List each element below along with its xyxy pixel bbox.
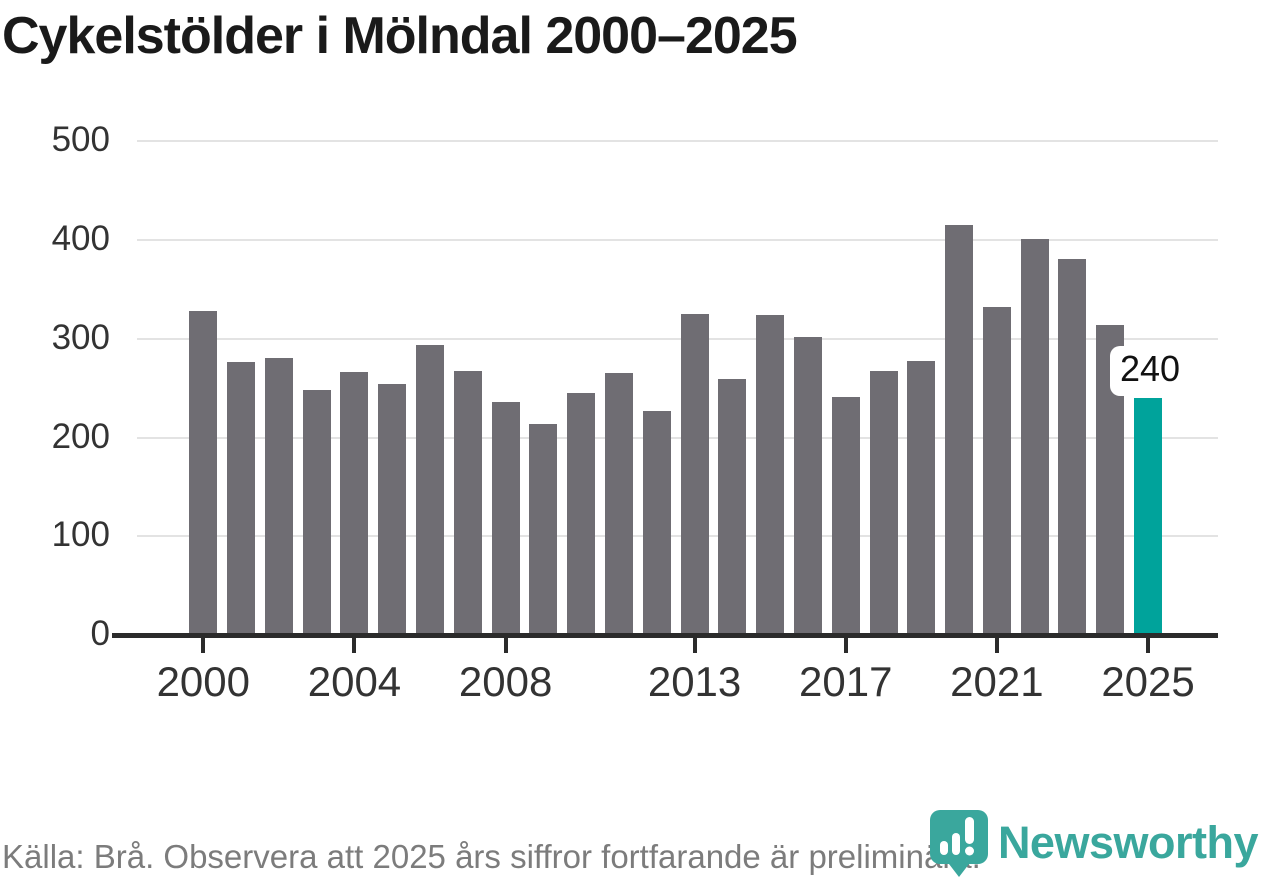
newsworthy-speech-bubble-chart-icon <box>929 809 988 877</box>
bar-2013 <box>680 314 709 635</box>
bar-2012 <box>642 410 671 635</box>
y-axis-label-100: 100 <box>51 515 110 555</box>
gridline-100 <box>137 535 1218 538</box>
bar-2019 <box>907 361 936 635</box>
source-note: Källa: Brå. Observera att 2025 års siffr… <box>2 838 981 875</box>
x-axis-label-2000: 2000 <box>156 658 251 705</box>
value-callout-2025: 240 <box>1110 346 1193 396</box>
bar-2009 <box>529 423 558 635</box>
bar-2022 <box>1020 239 1049 635</box>
bar-2015 <box>756 315 785 635</box>
x-tick-2017 <box>843 638 848 653</box>
bar-2010 <box>567 393 596 635</box>
bar-2011 <box>604 373 633 635</box>
x-axis-label-2025: 2025 <box>1101 658 1195 705</box>
bar-2000 <box>189 311 218 635</box>
gridline-500 <box>137 140 1218 143</box>
x-axis-label-2004: 2004 <box>307 658 402 705</box>
x-axis-label-2008: 2008 <box>458 658 553 705</box>
x-tick-2025 <box>1146 638 1151 653</box>
bar-2025 <box>1134 398 1163 635</box>
x-tick-2008 <box>503 638 508 653</box>
bar-2005 <box>378 384 407 635</box>
y-axis-label-400: 400 <box>51 219 110 258</box>
bar-2014 <box>718 379 747 635</box>
y-axis-label-0: 0 <box>90 614 110 653</box>
bar-2016 <box>793 336 822 635</box>
x-tick-2000 <box>201 638 206 653</box>
chart-title: Cykelstölder i Mölndal 2000–2025 <box>2 7 798 65</box>
gridline-400 <box>137 239 1218 241</box>
y-axis-label-300: 300 <box>51 317 110 357</box>
bar-2003 <box>302 390 331 635</box>
bar-2002 <box>264 357 293 635</box>
bar-2021 <box>982 307 1011 635</box>
bar-2006 <box>416 344 445 635</box>
y-axis-label-200: 200 <box>51 416 110 456</box>
bar-2023 <box>1058 258 1087 635</box>
gridline-200 <box>137 436 1218 439</box>
x-axis-label-2021: 2021 <box>950 658 1044 705</box>
x-axis-label-2013: 2013 <box>647 658 742 705</box>
brand-lockup: Newsworthy <box>928 806 1262 879</box>
y-axis-label-500: 500 <box>51 120 110 160</box>
bar-2004 <box>340 372 369 635</box>
bar-2020 <box>945 225 974 635</box>
bar-2017 <box>831 397 860 635</box>
x-axis-label-2017: 2017 <box>799 658 893 705</box>
x-axis-line <box>112 633 1218 638</box>
x-tick-2004 <box>352 638 357 653</box>
bar-2007 <box>453 371 482 635</box>
bar-2018 <box>869 371 898 635</box>
gridline-300 <box>137 337 1218 340</box>
brand-wordmark: Newsworthy <box>997 816 1259 868</box>
bar-2008 <box>491 401 520 635</box>
x-tick-2013 <box>692 638 697 653</box>
x-tick-2021 <box>994 638 999 653</box>
bar-2001 <box>227 362 256 635</box>
